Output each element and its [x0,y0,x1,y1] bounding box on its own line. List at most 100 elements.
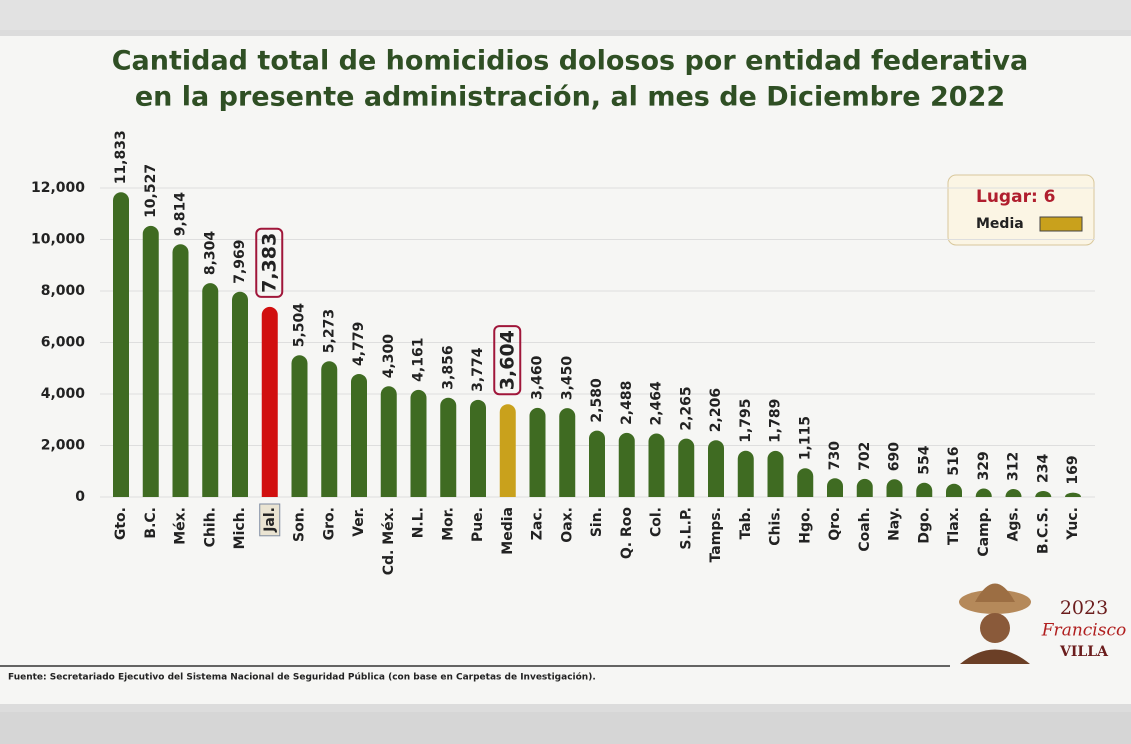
x-tick-label: Pue. [470,507,486,542]
x-tick-label-group: Pue. [470,507,486,542]
x-tick-label: Chis. [768,507,784,546]
bar [172,244,189,497]
x-tick-label: Oax. [559,507,575,543]
value-label: 702 [857,442,873,471]
legend-box [947,174,1095,246]
bar [142,225,159,497]
value-label: 7,383 [258,233,280,293]
y-tick-label: 12,000 [31,180,85,196]
x-tick-label-group: Q. Roo [619,507,635,559]
x-tick-label: Qro. [827,507,843,541]
value-label: 1,795 [738,398,754,442]
x-tick-label-group: Ver. [351,507,367,537]
x-tick-label: Chih. [202,507,218,547]
x-tick-label-group: Tab. [738,507,754,540]
value-label: 2,488 [619,381,635,425]
logo-surname: VILLA [1059,644,1109,660]
chart-title: en la presente administración, al mes de… [135,82,1005,113]
value-label-group: 7,383 [255,227,284,298]
x-tick-label: Hgo. [797,507,813,544]
logo-year: 2023 [1060,597,1108,619]
value-label-group: 702 [857,442,873,471]
bar [470,399,486,497]
x-tick-label: Gto. [113,507,129,540]
bar [232,291,248,497]
x-tick-label: Cd. Méx. [381,507,397,575]
value-label-box [493,325,522,396]
bar [113,192,129,498]
x-tick-label: Dgo. [916,507,932,544]
bar [946,483,962,497]
value-label-group: 4,161 [411,338,427,382]
value-label: 11,833 [113,130,129,184]
value-label-group: 7,969 [232,240,248,284]
x-tick-label: Sin. [589,507,605,537]
chart-title: Cantidad total de homicidios dolosos por… [112,46,1029,77]
bar [737,450,754,497]
value-label: 1,115 [797,416,813,460]
x-tick-label: Tab. [738,507,754,540]
y-tick-label: 8,000 [41,283,86,299]
x-tick-label-group: Chis. [768,507,784,546]
y-tick-label: 6,000 [41,335,86,351]
bar [291,355,308,497]
x-tick-label-group: Son. [292,507,308,542]
value-label-group: 554 [916,445,932,474]
value-label-group: 329 [976,451,992,480]
x-tick-label: Yuc. [1065,507,1081,541]
x-tick-label-group: B.C. [143,507,159,539]
x-tick-label: Col. [649,507,665,537]
x-tick-label: Zac. [530,507,546,540]
x-tick-label-group: Sin. [589,507,605,537]
value-label: 516 [946,446,962,475]
value-label: 730 [827,441,843,470]
value-label-box [255,227,284,298]
bar [886,479,903,497]
value-label: 4,779 [351,322,367,366]
y-tick-label: 2,000 [41,438,86,454]
value-label-group: 234 [1035,453,1051,482]
logo: 2023 Francisco VILLA [959,583,1126,664]
x-tick-label: S.L.P. [678,507,694,550]
value-label: 9,814 [173,192,189,237]
x-tick-label-group: Méx. [173,507,189,545]
value-label: 8,304 [202,231,218,276]
bar [678,438,695,497]
bar [321,361,338,497]
x-tick-label: Tlax. [946,507,962,545]
value-label: 5,273 [321,309,337,353]
x-tick-label-group: Ags. [1006,507,1022,542]
x-tick-label-group: Zac. [530,507,546,540]
x-tick-label-group: Qro. [827,507,843,541]
value-label: 3,460 [530,355,546,400]
bar [797,468,814,497]
x-tick-label: Gro. [321,507,337,540]
logo-hat-crown [975,583,1015,602]
bar [380,386,397,497]
bar [648,433,665,497]
x-tick-label-group: Mor. [440,507,456,541]
value-label: 690 [887,442,903,471]
x-tick-label-group: S.L.P. [678,507,694,550]
bar [975,488,992,497]
bar [589,430,605,497]
x-tick-label: Méx. [173,507,189,545]
value-label-group: 1,115 [797,416,813,460]
bar [767,450,784,497]
value-label: 1,789 [768,399,784,443]
x-tick-label-group: B.C.S. [1035,507,1051,554]
value-label: 4,300 [381,334,397,379]
bar [856,478,873,497]
bar [440,397,457,497]
value-label-group: 2,265 [678,386,694,430]
x-tick-label-group: Chih. [202,507,218,547]
x-tick-label-group: Tlax. [946,507,962,545]
x-tick-label-group: Camp. [976,507,992,557]
x-tick-label: Camp. [976,507,992,557]
value-label: 2,464 [649,381,665,426]
x-tick-label-group: Yuc. [1065,507,1081,541]
legend: Lugar: 6 Media [947,174,1095,246]
value-label-group: 3,774 [470,347,486,392]
top-strip [0,0,1131,30]
x-tick-label: N.L. [411,507,427,538]
